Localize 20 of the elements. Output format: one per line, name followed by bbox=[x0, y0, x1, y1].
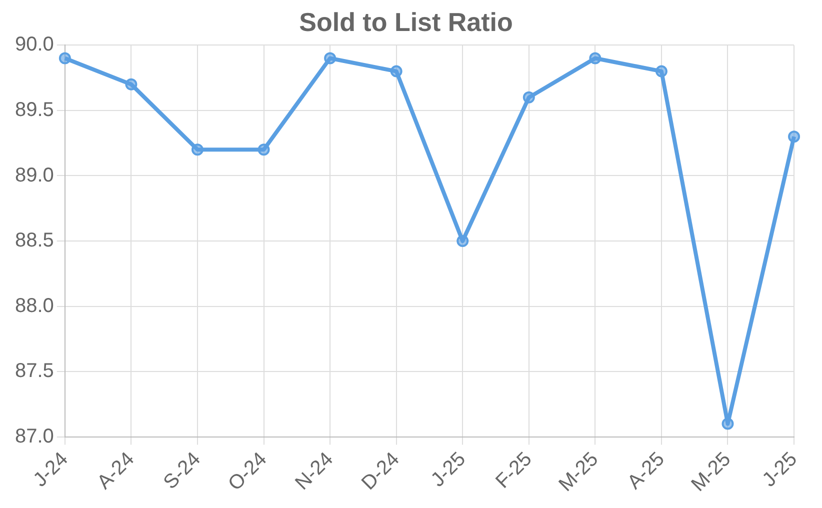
y-tick-label: 88.5 bbox=[14, 230, 54, 252]
y-tick-label: 88.0 bbox=[14, 294, 54, 317]
point bbox=[191, 144, 204, 156]
point bbox=[58, 52, 71, 64]
point bbox=[522, 91, 535, 104]
point bbox=[589, 52, 602, 64]
y-tick-label: 89.5 bbox=[14, 98, 54, 121]
point bbox=[456, 235, 469, 248]
y-tick-label: 87.5 bbox=[14, 360, 54, 382]
y-tick-label: 89.0 bbox=[14, 164, 54, 186]
point bbox=[722, 418, 734, 430]
point bbox=[788, 130, 800, 143]
y-tick-label: 87.0 bbox=[14, 425, 54, 448]
point bbox=[258, 144, 270, 156]
point bbox=[125, 78, 138, 90]
point bbox=[390, 65, 402, 78]
y-tick-label: 90.0 bbox=[14, 34, 54, 56]
point bbox=[655, 65, 668, 78]
point bbox=[324, 52, 336, 64]
chart-title: Sold to List Ratio bbox=[299, 6, 513, 37]
